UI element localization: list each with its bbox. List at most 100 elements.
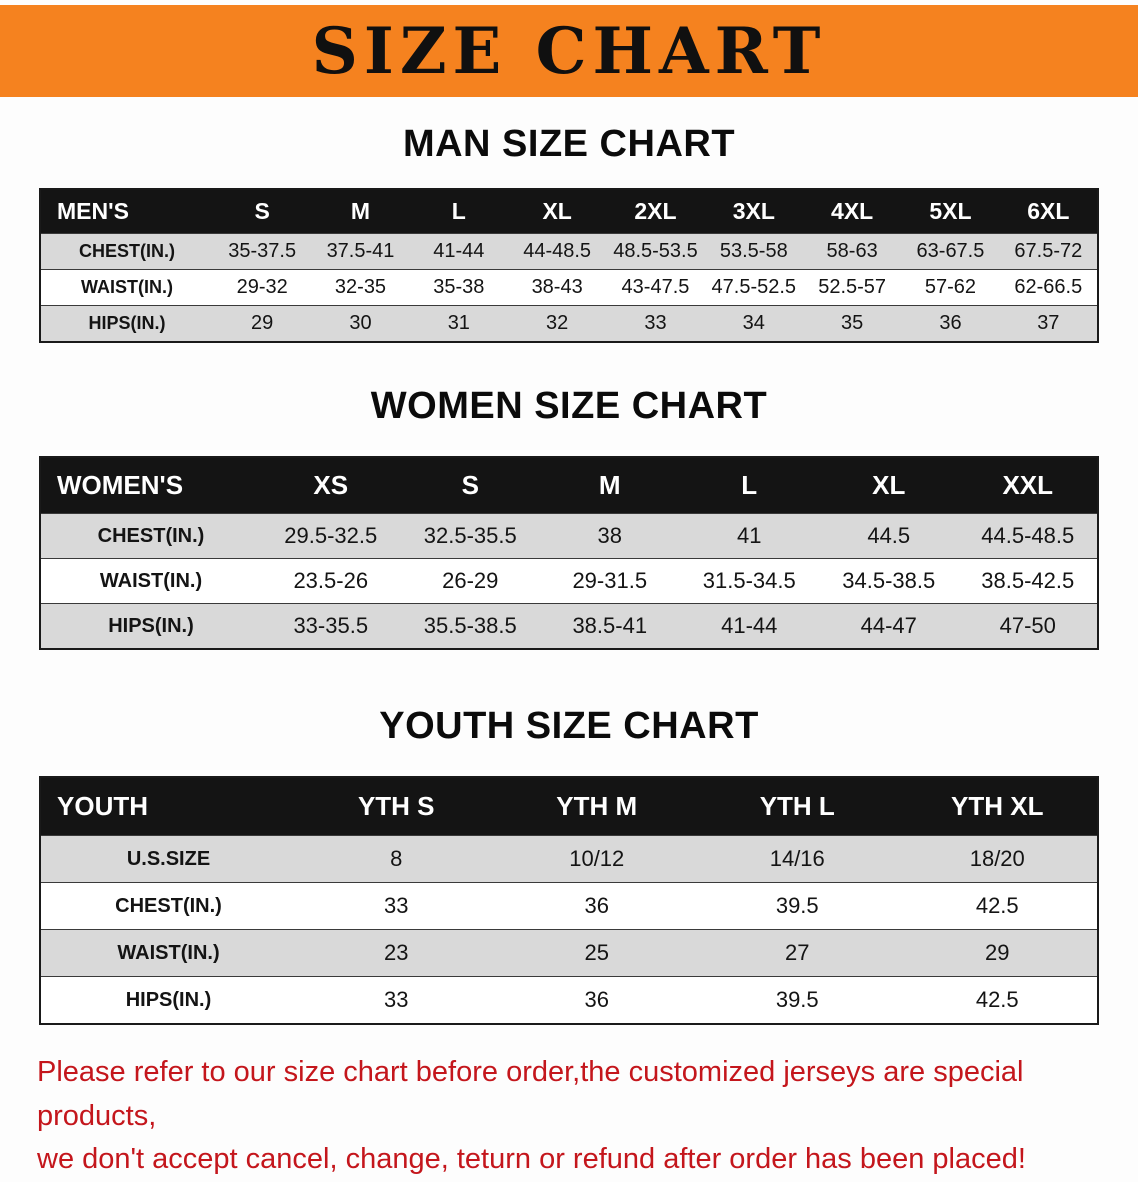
disclaimer: Please refer to our size chart before or… bbox=[37, 1051, 1101, 1182]
table-row: CHEST(IN.) 29.5-32.5 32.5-35.5 38 41 44.5 44.5… bbox=[40, 513, 1098, 559]
size-value: 37 bbox=[999, 305, 1098, 342]
size-column-header: YTH M bbox=[496, 777, 697, 836]
page-title: SIZE CHART bbox=[311, 13, 827, 89]
size-value: 44.5 bbox=[819, 513, 959, 559]
size-column-header: 5XL bbox=[901, 189, 1000, 234]
size-column-header: L bbox=[409, 189, 508, 234]
row-label: CHEST(IN.) bbox=[40, 233, 213, 270]
size-value: 38 bbox=[540, 513, 680, 559]
size-column-header: L bbox=[679, 457, 819, 514]
table-corner-label: WOMEN'S bbox=[40, 457, 261, 514]
women-size-section: WOMEN SIZE CHART WOMEN'S XS S M L XL XXL CHEST(… bbox=[0, 385, 1138, 650]
size-value: 41-44 bbox=[409, 233, 508, 270]
size-value: 37.5-41 bbox=[311, 233, 410, 270]
size-chart-banner: SIZE CHART bbox=[0, 5, 1138, 97]
size-value: 53.5-58 bbox=[704, 233, 803, 270]
row-label: HIPS(IN.) bbox=[40, 305, 213, 342]
size-column-header: XXL bbox=[958, 457, 1098, 514]
disclaimer-line-1: Please refer to our size chart before or… bbox=[37, 1056, 1024, 1132]
size-value: 33 bbox=[296, 882, 497, 930]
size-value: 36 bbox=[901, 305, 1000, 342]
size-value: 38.5-41 bbox=[540, 603, 680, 649]
size-value: 32 bbox=[507, 305, 607, 342]
size-value: 14/16 bbox=[697, 835, 898, 883]
size-value: 52.5-57 bbox=[802, 269, 902, 306]
row-label: WAIST(IN.) bbox=[40, 558, 261, 604]
size-value: 29 bbox=[213, 305, 312, 342]
men-size-section: MAN SIZE CHART MEN'S S M L XL 2XL 3XL 4XL 5XL 6XL… bbox=[0, 123, 1138, 343]
table-header-row: WOMEN'S XS S M L XL XXL bbox=[40, 457, 1098, 514]
size-column-header: 2XL bbox=[606, 189, 705, 234]
size-value: 29-32 bbox=[213, 269, 312, 306]
table-corner-label: MEN'S bbox=[40, 189, 213, 234]
table-row: CHEST(IN.) 35-37.5 37.5-41 41-44 44-48.5 48.5… bbox=[40, 233, 1098, 270]
women-size-table: WOMEN'S XS S M L XL XXL CHEST(IN.) 29.5-32.5 32.5… bbox=[39, 456, 1099, 650]
disclaimer-line-2: we don't accept cancel, change, teturn o… bbox=[37, 1143, 1026, 1175]
size-value: 29-31.5 bbox=[540, 558, 680, 604]
size-value: 47-50 bbox=[958, 603, 1098, 649]
size-value: 35 bbox=[802, 305, 902, 342]
size-value: 25 bbox=[496, 929, 697, 977]
size-column-header: XS bbox=[261, 457, 401, 514]
row-label: U.S.SIZE bbox=[40, 835, 296, 883]
size-value: 23.5-26 bbox=[261, 558, 401, 604]
size-value: 34.5-38.5 bbox=[819, 558, 959, 604]
size-chart-page: SIZE CHART MAN SIZE CHART MEN'S S M L XL 2XL 3… bbox=[0, 5, 1138, 1175]
size-chart-content: MAN SIZE CHART MEN'S S M L XL 2XL 3XL 4XL 5XL 6XL… bbox=[0, 123, 1138, 1025]
size-value: 10/12 bbox=[496, 835, 697, 883]
table-row: WAIST(IN.) 23 25 27 29 bbox=[40, 929, 1098, 977]
size-value: 26-29 bbox=[400, 558, 540, 604]
row-label: HIPS(IN.) bbox=[40, 976, 296, 1024]
size-column-header: 6XL bbox=[999, 189, 1098, 234]
table-header-row: YOUTH YTH S YTH M YTH L YTH XL bbox=[40, 777, 1098, 836]
size-value: 39.5 bbox=[697, 882, 898, 930]
size-value: 32.5-35.5 bbox=[400, 513, 540, 559]
size-value: 34 bbox=[704, 305, 803, 342]
size-value: 29 bbox=[897, 929, 1098, 977]
size-column-header: M bbox=[311, 189, 410, 234]
size-value: 44.5-48.5 bbox=[958, 513, 1098, 559]
row-label: HIPS(IN.) bbox=[40, 603, 261, 649]
size-value: 8 bbox=[296, 835, 497, 883]
size-column-header: YTH XL bbox=[897, 777, 1098, 836]
size-value: 39.5 bbox=[697, 976, 898, 1024]
size-value: 31.5-34.5 bbox=[679, 558, 819, 604]
size-column-header: 3XL bbox=[704, 189, 803, 234]
table-row: U.S.SIZE 8 10/12 14/16 18/20 bbox=[40, 835, 1098, 883]
size-column-header: XL bbox=[507, 189, 607, 234]
youth-size-table: YOUTH YTH S YTH M YTH L YTH XL U.S.SIZE 8 10/12… bbox=[39, 776, 1099, 1025]
row-label: CHEST(IN.) bbox=[40, 882, 296, 930]
size-value: 33 bbox=[606, 305, 705, 342]
section-heading-women: WOMEN SIZE CHART bbox=[370, 385, 768, 427]
size-value: 35-38 bbox=[409, 269, 508, 306]
size-value: 47.5-52.5 bbox=[704, 269, 803, 306]
size-value: 41-44 bbox=[679, 603, 819, 649]
size-column-header: XL bbox=[819, 457, 959, 514]
size-value: 67.5-72 bbox=[999, 233, 1098, 270]
size-value: 58-63 bbox=[802, 233, 902, 270]
table-row: HIPS(IN.) 33-35.5 35.5-38.5 38.5-41 41-44 44-… bbox=[40, 603, 1098, 649]
size-value: 38.5-42.5 bbox=[958, 558, 1098, 604]
table-row: WAIST(IN.) 23.5-26 26-29 29-31.5 31.5-34.5 34… bbox=[40, 558, 1098, 604]
size-value: 30 bbox=[311, 305, 410, 342]
size-value: 27 bbox=[697, 929, 898, 977]
section-heading-men: MAN SIZE CHART bbox=[402, 123, 736, 165]
table-row: HIPS(IN.) 29 30 31 32 33 34 35 36 37 bbox=[40, 305, 1098, 342]
size-column-header: YTH L bbox=[697, 777, 898, 836]
size-value: 32-35 bbox=[311, 269, 410, 306]
size-value: 36 bbox=[496, 882, 697, 930]
row-label: WAIST(IN.) bbox=[40, 269, 213, 306]
size-value: 48.5-53.5 bbox=[606, 233, 705, 270]
size-value: 42.5 bbox=[897, 976, 1098, 1024]
size-value: 18/20 bbox=[897, 835, 1098, 883]
youth-size-section: YOUTH SIZE CHART YOUTH YTH S YTH M YTH L YTH… bbox=[0, 705, 1138, 1025]
size-value: 42.5 bbox=[897, 882, 1098, 930]
size-column-header: S bbox=[400, 457, 540, 514]
size-value: 23 bbox=[296, 929, 497, 977]
size-column-header: M bbox=[540, 457, 680, 514]
size-column-header: S bbox=[213, 189, 312, 234]
size-value: 35-37.5 bbox=[213, 233, 312, 270]
size-value: 44-47 bbox=[819, 603, 959, 649]
table-row: HIPS(IN.) 33 36 39.5 42.5 bbox=[40, 976, 1098, 1024]
size-value: 63-67.5 bbox=[901, 233, 1000, 270]
